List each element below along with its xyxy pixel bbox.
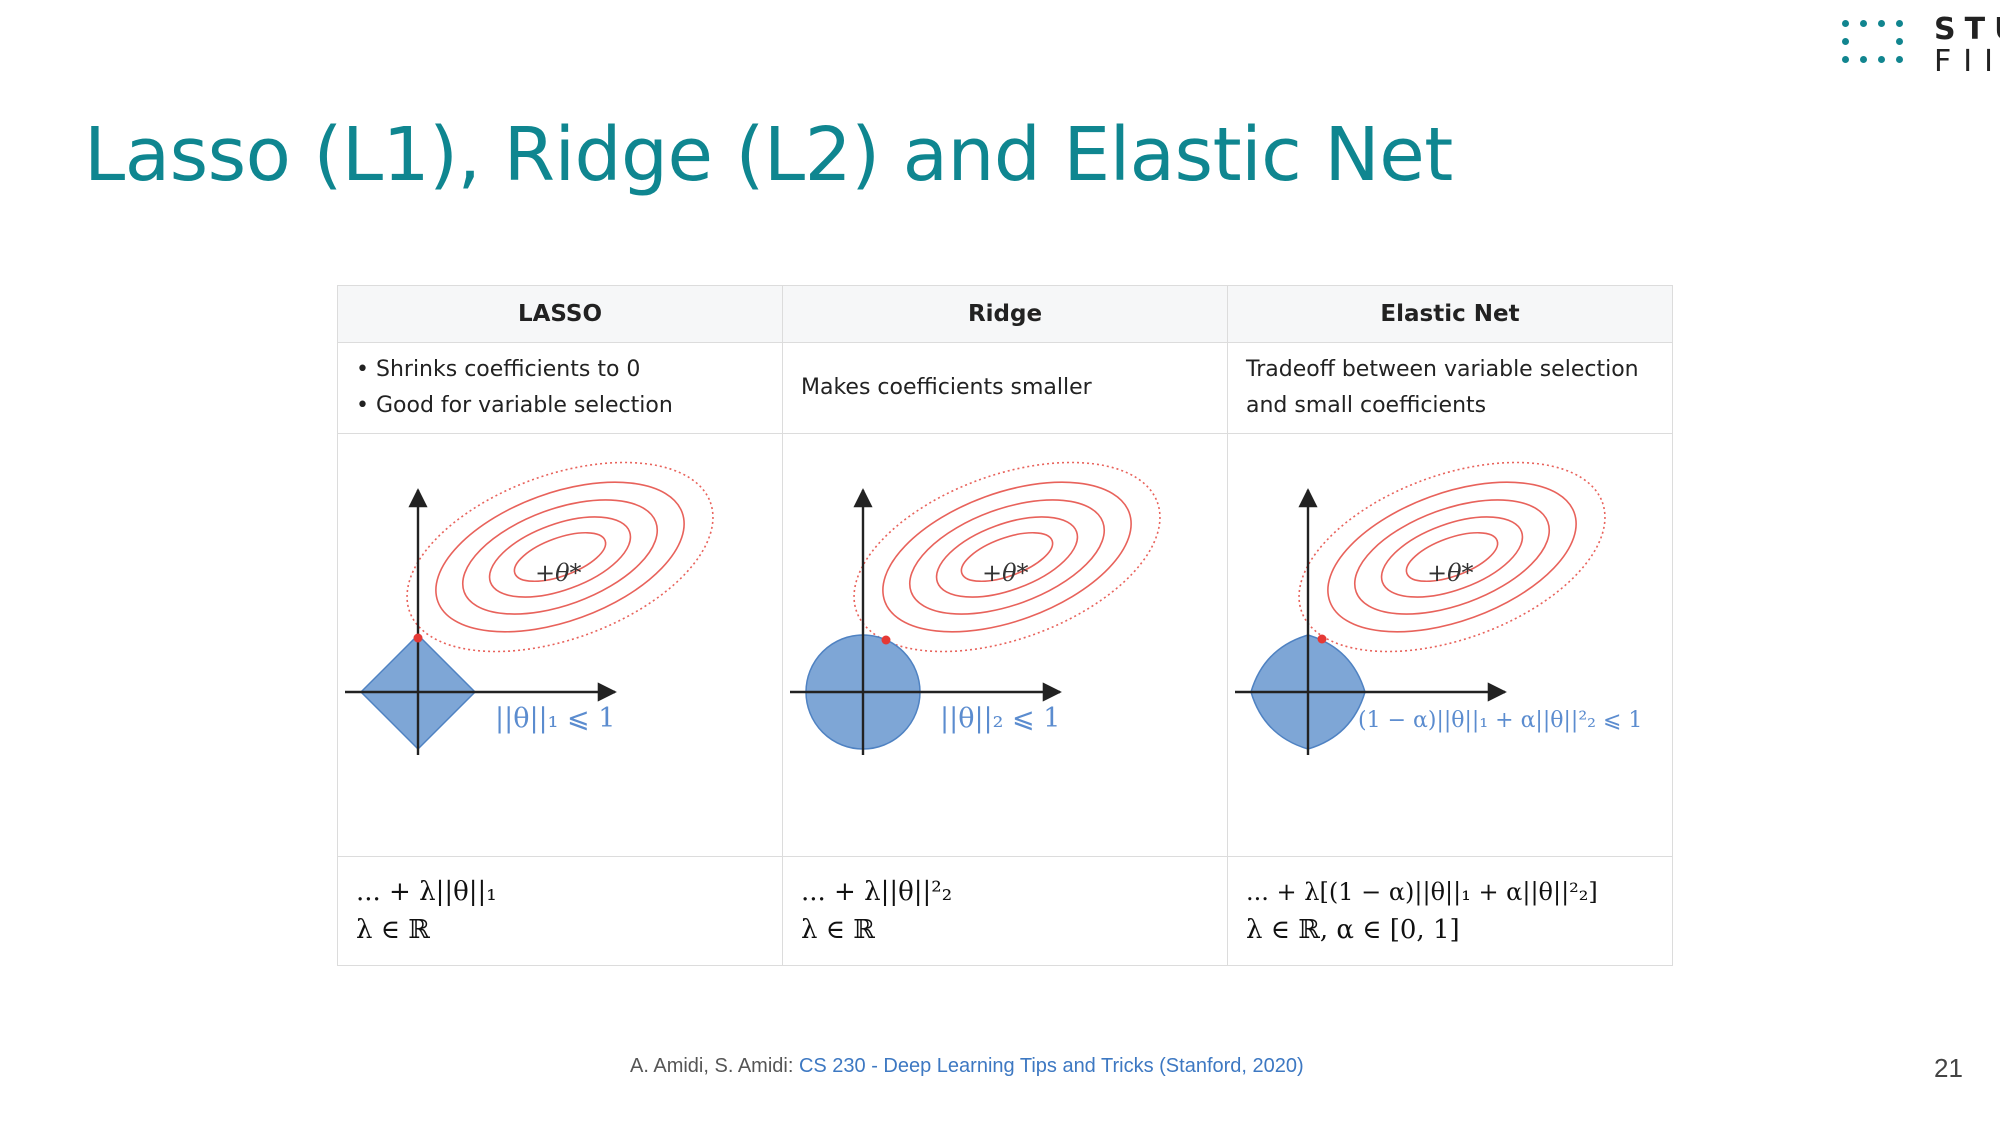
header-ridge: Ridge: [782, 285, 1228, 343]
lasso-bullet-2: Good for variable selection: [356, 388, 764, 424]
header-row: LASSO Ridge Elastic Net: [337, 285, 1673, 343]
ridge-formula-line1: ... + λ||θ||²₂: [801, 877, 953, 907]
elastic-theta-star-label: +θ*: [1427, 559, 1474, 587]
description-row: Shrinks coefficients to 0 Good for varia…: [337, 342, 1673, 434]
logo-dots-icon: [1836, 20, 1916, 80]
contour-3: [1353, 499, 1551, 615]
elastic-figure-cell: +θ* (1 − α)||θ||₁ + α||θ||²₂ ⩽ 1: [1227, 433, 1673, 857]
ridge-description: Makes coefficients smaller: [782, 342, 1228, 434]
ridge-theta-star-label: +θ*: [982, 559, 1029, 587]
contour-1: [1405, 531, 1499, 583]
ridge-solution-point: [881, 635, 891, 645]
formula-row: ... + λ||θ||₁ λ ∈ ℝ ... + λ||θ||²₂ λ ∈ ℝ…: [337, 856, 1673, 966]
contour-2: [488, 516, 632, 598]
contour-2: [1380, 516, 1524, 598]
contour-1: [960, 531, 1054, 583]
citation: A. Amidi, S. Amidi: CS 230 - Deep Learni…: [630, 1055, 1304, 1078]
lasso-constraint-label: ||θ||₁ ⩽ 1: [495, 703, 615, 734]
elastic-diagram: +θ* (1 − α)||θ||₁ + α||θ||²₂ ⩽ 1: [1235, 461, 1642, 755]
header-lasso: LASSO: [337, 285, 783, 343]
lasso-diagram: +θ* ||θ||₁ ⩽ 1: [345, 461, 714, 755]
contour-4: [435, 481, 685, 633]
figure-row: +θ* ||θ||₁ ⩽ 1: [337, 433, 1673, 857]
elastic-description: Tradeoff between variable selection and …: [1227, 342, 1673, 434]
lasso-theta-star-label: +θ*: [535, 559, 582, 587]
elastic-description-line2: and small coefficients: [1246, 393, 1487, 418]
citation-link[interactable]: CS 230 - Deep Learning Tips and Tricks (…: [798, 1055, 1304, 1077]
page-number: 21: [1934, 1053, 1963, 1083]
elastic-formula-line2: λ ∈ ℝ, α ∈ [0, 1]: [1246, 915, 1460, 945]
lasso-solution-point: [413, 633, 423, 643]
slide-title: Lasso (L1), Ridge (L2) and Elastic Net: [84, 112, 1453, 198]
logo-wordmark: STU FIIT: [1934, 14, 2000, 78]
lasso-description: Shrinks coefficients to 0 Good for varia…: [337, 342, 783, 434]
contour-3: [908, 499, 1106, 615]
elastic-constraint-label: (1 − α)||θ||₁ + α||θ||²₂ ⩽ 1: [1358, 708, 1642, 733]
contour-1: [513, 531, 607, 583]
citation-authors: A. Amidi, S. Amidi:: [630, 1055, 799, 1077]
contour-2: [935, 516, 1079, 598]
contour-4: [882, 481, 1132, 633]
ridge-formula: ... + λ||θ||²₂ λ ∈ ℝ: [782, 856, 1228, 966]
ridge-constraint-label: ||θ||₂ ⩽ 1: [940, 703, 1060, 734]
elastic-formula-line1: ... + λ[(1 − α)||θ||₁ + α||θ||²₂]: [1246, 878, 1598, 906]
ridge-diagram: +θ* ||θ||₂ ⩽ 1: [790, 461, 1161, 755]
lasso-formula-line2: λ ∈ ℝ: [356, 915, 430, 945]
elastic-description-line1: Tradeoff between variable selection: [1246, 357, 1639, 382]
contour-4: [1327, 481, 1577, 633]
ridge-formula-line2: λ ∈ ℝ: [801, 915, 875, 945]
lasso-formula: ... + λ||θ||₁ λ ∈ ℝ: [337, 856, 783, 966]
logo-line2: FIIT: [1934, 44, 2000, 79]
header-elastic-net: Elastic Net: [1227, 285, 1673, 343]
elastic-formula: ... + λ[(1 − α)||θ||₁ + α||θ||²₂] λ ∈ ℝ,…: [1227, 856, 1673, 966]
lasso-formula-line1: ... + λ||θ||₁: [356, 877, 497, 907]
lasso-bullet-1: Shrinks coefficients to 0: [356, 352, 764, 388]
contour-3: [461, 499, 659, 615]
stu-fiit-logo: STU FIIT: [1836, 14, 2000, 78]
ridge-figure-cell: +θ* ||θ||₂ ⩽ 1: [782, 433, 1228, 857]
comparison-table: LASSO Ridge Elastic Net Shrinks coeffici…: [337, 285, 1673, 966]
logo-line1: STU: [1934, 12, 2000, 47]
elastic-solution-point: [1317, 634, 1327, 644]
lasso-figure-cell: +θ* ||θ||₁ ⩽ 1: [337, 433, 783, 857]
